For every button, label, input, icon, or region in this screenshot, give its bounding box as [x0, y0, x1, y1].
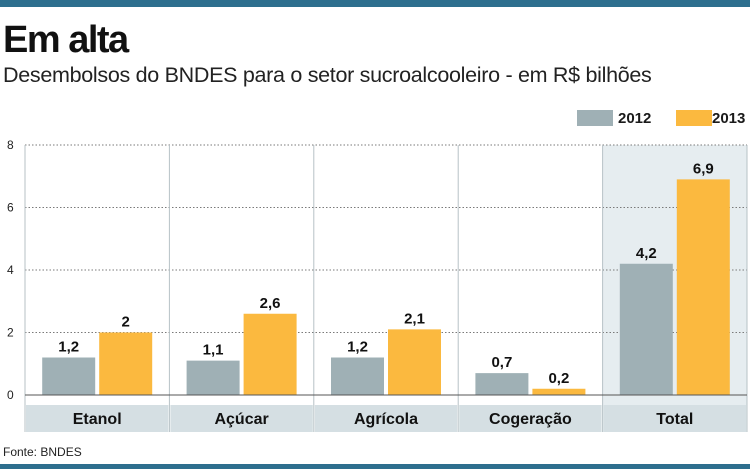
data-label: 4,2: [636, 245, 657, 262]
chart-title: Em alta: [3, 19, 129, 61]
bar: [42, 357, 96, 395]
data-label: 2,1: [404, 310, 425, 327]
y-tick-label: 4: [7, 263, 14, 277]
bar: [475, 373, 529, 395]
top-accent-bar: [0, 0, 750, 7]
legend-swatch-2013: [676, 110, 712, 126]
data-label: 6,9: [693, 160, 714, 177]
bar: [532, 388, 586, 395]
data-label: 1,1: [203, 342, 224, 359]
bottom-accent-bar: [0, 464, 750, 469]
y-tick-label: 2: [7, 326, 14, 340]
bar: [388, 329, 441, 395]
data-label: 2,6: [260, 295, 281, 312]
data-label: 1,2: [58, 339, 79, 356]
bar: [676, 179, 730, 395]
category-label: Total: [656, 411, 693, 428]
y-tick-label: 6: [7, 201, 14, 215]
legend-label-2013: 2013: [712, 110, 746, 127]
bar: [99, 332, 153, 395]
legend-label-2012: 2012: [618, 110, 652, 127]
category-label: Açúcar: [214, 411, 268, 428]
source-note: Fonte: BNDES: [3, 445, 82, 459]
category-label: Agrícola: [354, 411, 418, 428]
category-band: [26, 405, 169, 432]
y-tick-label: 8: [7, 138, 14, 152]
y-tick-label: 0: [7, 388, 14, 402]
data-label: 0,2: [548, 370, 569, 387]
bar: [186, 360, 240, 395]
chart-subtitle: Desembolsos do BNDES para o setor sucroa…: [3, 63, 652, 87]
bar: [243, 313, 297, 395]
bar: [619, 263, 673, 395]
category-band: [459, 405, 602, 432]
data-label: 2: [122, 314, 130, 331]
data-label: 0,7: [491, 354, 512, 371]
data-label: 1,2: [347, 339, 368, 356]
category-band: [314, 405, 458, 432]
legend-swatch-2012: [577, 110, 613, 126]
category-label: Cogeração: [489, 411, 572, 428]
category-label: Etanol: [73, 411, 122, 428]
bar: [331, 357, 384, 395]
category-band: [603, 405, 746, 432]
category-band: [170, 405, 313, 432]
